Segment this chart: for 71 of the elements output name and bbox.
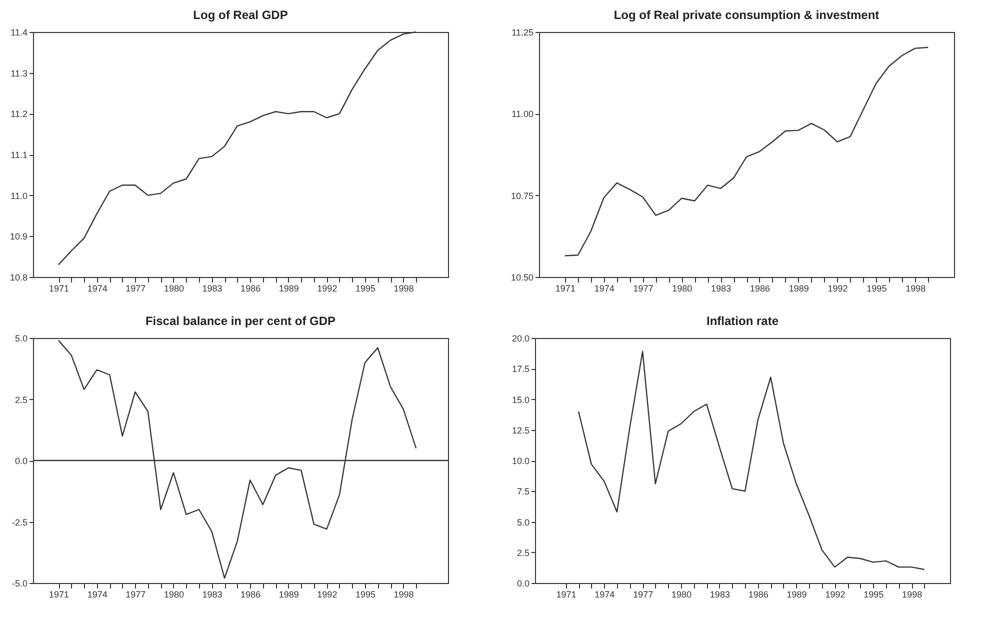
x-tick-label: 1971	[49, 284, 70, 294]
x-tick-label: 1992	[317, 284, 338, 294]
x-tick-label: 1989	[278, 284, 299, 294]
y-tick-label: 12.5	[512, 425, 530, 436]
x-tick-label: 1983	[711, 284, 732, 294]
x-tick-label: 1980	[164, 284, 184, 294]
x-tick-label: 1995	[355, 284, 376, 294]
x-tick-label: 1995	[864, 590, 884, 600]
x-tick-label: 1992	[828, 284, 848, 294]
y-tick-label: 10.8	[10, 272, 28, 282]
chart-title: Log of Real private consumption & investment	[614, 8, 880, 22]
y-tick-label: 11.1	[10, 150, 28, 160]
y-tick-label: 10.0	[512, 456, 530, 466]
x-tick-label: 1998	[902, 590, 922, 600]
x-tick-label: 1974	[594, 284, 614, 294]
y-tick-label: 0.0	[516, 578, 530, 588]
x-tick-label: 1992	[825, 590, 846, 600]
x-tick-label: 1983	[202, 284, 222, 294]
x-tick-label: 1980	[672, 590, 692, 600]
x-tick-label: 1971	[49, 590, 70, 600]
x-tick-label: 1998	[394, 590, 414, 600]
x-tick-label: 1974	[87, 590, 108, 600]
y-tick-label: 5.0	[14, 334, 28, 344]
chart-title: Fiscal balance in per cent of GDP	[145, 314, 336, 328]
x-tick-label: 1971	[556, 590, 576, 600]
x-tick-label: 1986	[748, 590, 768, 600]
x-tick-label: 1971	[555, 284, 576, 294]
y-tick-label: -2.5	[12, 517, 28, 528]
line-series	[564, 46, 929, 256]
y-tick-label: 11.0	[10, 190, 28, 201]
x-tick-label: 1989	[278, 590, 299, 600]
line-series	[578, 350, 925, 570]
y-tick-label: 11.4	[10, 28, 28, 38]
y-tick-label: 7.5	[516, 486, 530, 497]
y-tick-label: 2.5	[516, 548, 530, 558]
x-tick-label: 1977	[126, 284, 146, 294]
y-tick-label: 0.0	[14, 456, 28, 466]
x-tick-label: 1974	[87, 284, 108, 294]
chart-title: Inflation rate	[706, 314, 779, 328]
y-tick-label: 20.0	[512, 334, 530, 344]
x-tick-label: 1983	[202, 590, 222, 600]
y-tick-label: 5.0	[516, 517, 530, 528]
y-tick-label: 10.9	[10, 232, 28, 242]
chart-title: Log of Real GDP	[193, 8, 288, 22]
x-tick-label: 1977	[126, 590, 146, 600]
y-tick-label: 11.25	[512, 28, 534, 38]
x-tick-label: 1980	[164, 590, 184, 600]
x-tick-label: 1986	[240, 284, 261, 294]
y-tick-label: 10.75	[510, 190, 534, 201]
x-tick-label: 1992	[317, 590, 338, 600]
x-tick-label: 1977	[633, 284, 654, 294]
y-tick-label: 11.2	[10, 109, 28, 120]
y-tick-label: 17.5	[512, 364, 530, 374]
x-tick-label: 1986	[750, 284, 770, 294]
x-tick-label: 1989	[786, 590, 807, 600]
x-tick-label: 1998	[394, 284, 414, 294]
y-tick-label: 10.50	[510, 272, 534, 282]
y-tick-label: 2.5	[14, 394, 28, 405]
y-tick-label: 11.3	[10, 68, 28, 78]
y-tick-label: 15.0	[512, 394, 530, 405]
y-tick-label: 11.00	[512, 109, 534, 120]
x-tick-label: 1995	[355, 590, 376, 600]
x-tick-label: 1998	[906, 284, 926, 294]
x-tick-label: 1983	[710, 590, 730, 600]
x-tick-label: 1986	[240, 590, 261, 600]
x-tick-label: 1980	[672, 284, 692, 294]
x-tick-label: 1977	[633, 590, 654, 600]
x-tick-label: 1995	[866, 284, 887, 294]
x-tick-label: 1974	[594, 590, 615, 600]
x-tick-label: 1989	[788, 284, 809, 294]
y-tick-label: -5.0	[12, 578, 28, 588]
